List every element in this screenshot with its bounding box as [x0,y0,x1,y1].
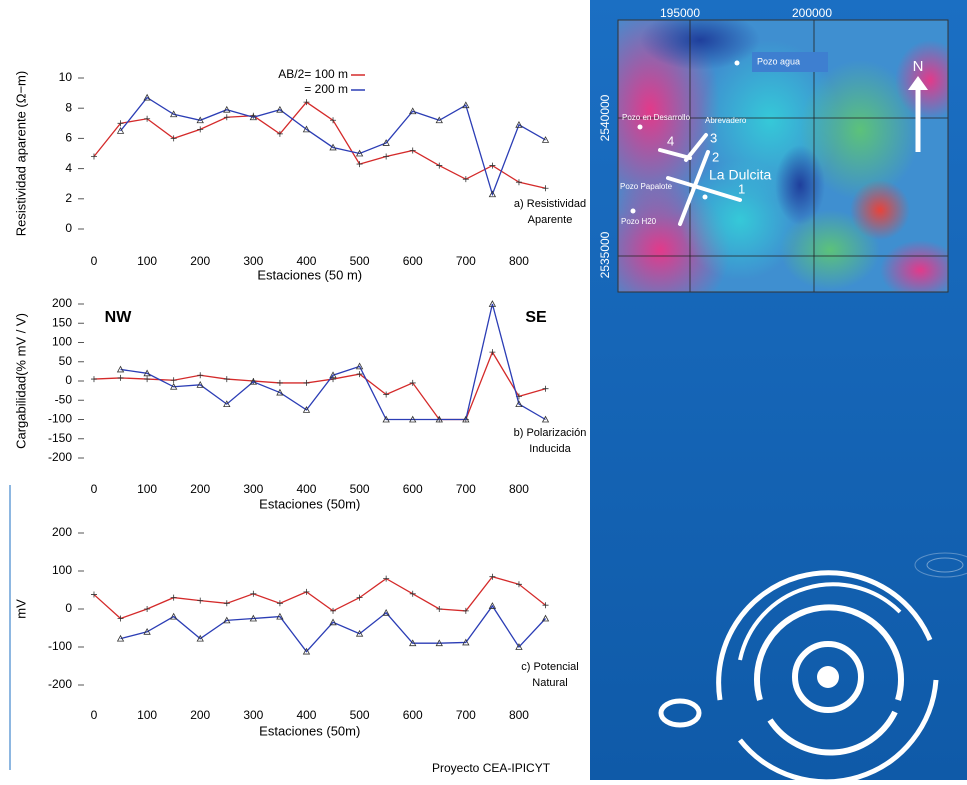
annotation: c) Potencial [521,661,578,673]
y-axis-label: mV [13,599,28,619]
x-tick-label: 800 [509,708,529,722]
corner-label: NW [105,309,133,326]
y-tick-label: -200 [48,677,72,691]
place-label: Pozo H20 [621,217,657,226]
profile-label: 4 [667,133,674,148]
x-tick-label: 400 [296,708,316,722]
x-tick-label: 100 [137,708,157,722]
y-tick-label: 100 [52,563,72,577]
place-label: Pozo agua [757,56,800,66]
well-dot [631,209,636,214]
map-blob [850,180,910,240]
x-axis-label: Estaciones (50m) [259,496,360,511]
y-axis-label: Cargabilidad(% mV / V) [13,313,28,449]
x-tick-label: 300 [243,482,263,496]
x-tick-label: 700 [456,482,476,496]
x-tick-label: 0 [91,708,98,722]
y-tick-label: 6 [65,131,72,145]
x-tick-label: 700 [456,254,476,268]
annotation: Aparente [528,214,573,226]
x-tick-label: 100 [137,482,157,496]
map-coord: 200000 [792,6,832,20]
x-tick-label: 600 [403,254,423,268]
x-tick-label: 700 [456,708,476,722]
y-tick-label: 8 [65,100,72,114]
place-label: Pozo Papalote [620,182,673,191]
place-label: Abrevadero [705,116,747,125]
map-coord: 2540000 [598,94,612,141]
y-tick-label: 150 [52,315,72,329]
footer: Proyecto CEA-IPICYT [432,761,551,775]
north-label: N [913,58,924,75]
x-tick-label: 300 [243,254,263,268]
slide: Pozo agua Pozo en Desarrollo Abrevadero … [0,0,967,780]
x-tick-label: 500 [350,708,370,722]
x-tick-label: 200 [190,482,210,496]
y-tick-label: -200 [48,450,72,464]
map: Pozo agua Pozo en Desarrollo Abrevadero … [580,0,965,320]
well-dot [703,195,708,200]
y-tick-label: 4 [65,161,72,175]
y-tick-label: 200 [52,525,72,539]
map-blob [775,145,825,225]
annotation: Natural [532,677,567,689]
y-tick-label: -150 [48,431,72,445]
y-tick-label: 0 [65,601,72,615]
y-tick-label: -50 [55,392,73,406]
x-tick-label: 200 [190,254,210,268]
annotation: b) Polarización [514,427,587,439]
x-tick-label: 400 [296,482,316,496]
annotation: a) Resistividad [514,198,586,210]
y-axis-label: Resistividad aparente (Ω−m) [13,71,28,236]
x-tick-label: 600 [403,482,423,496]
x-tick-label: 800 [509,482,529,496]
x-axis-label: Estaciones (50 m) [257,267,362,282]
x-tick-label: 500 [350,254,370,268]
x-axis-label: Estaciones (50m) [259,723,360,738]
x-tick-label: 800 [509,254,529,268]
profile-label: 2 [712,149,719,164]
well-dot [638,125,643,130]
y-tick-label: 50 [59,354,73,368]
y-tick-label: 0 [65,373,72,387]
legend-label: AB/2= 100 m [278,67,348,81]
x-tick-label: 100 [137,254,157,268]
y-tick-label: 200 [52,296,72,310]
profile-label: 1 [738,181,745,196]
place-label: La Dulcita [709,167,771,183]
y-tick-label: -100 [48,412,72,426]
profile-label: 3 [710,130,717,145]
ripple [817,666,839,688]
x-tick-label: 500 [350,482,370,496]
place-label: Pozo en Desarrollo [622,113,691,122]
map-coord: 2535000 [598,231,612,278]
annotation: Inducida [529,443,571,455]
x-tick-label: 200 [190,708,210,722]
x-tick-label: 600 [403,708,423,722]
x-tick-label: 300 [243,708,263,722]
x-tick-label: 0 [91,482,98,496]
y-tick-label: 10 [59,70,73,84]
corner-label: SE [525,309,547,326]
y-tick-label: 100 [52,335,72,349]
y-tick-label: 0 [65,221,72,235]
map-coord: 195000 [660,6,700,20]
y-tick-label: 2 [65,191,72,205]
page: Pozo agua Pozo en Desarrollo Abrevadero … [0,0,967,785]
x-tick-label: 400 [296,254,316,268]
legend-label: = 200 m [304,82,348,96]
x-tick-label: 0 [91,254,98,268]
y-tick-label: -100 [48,639,72,653]
well-dot [735,61,740,66]
